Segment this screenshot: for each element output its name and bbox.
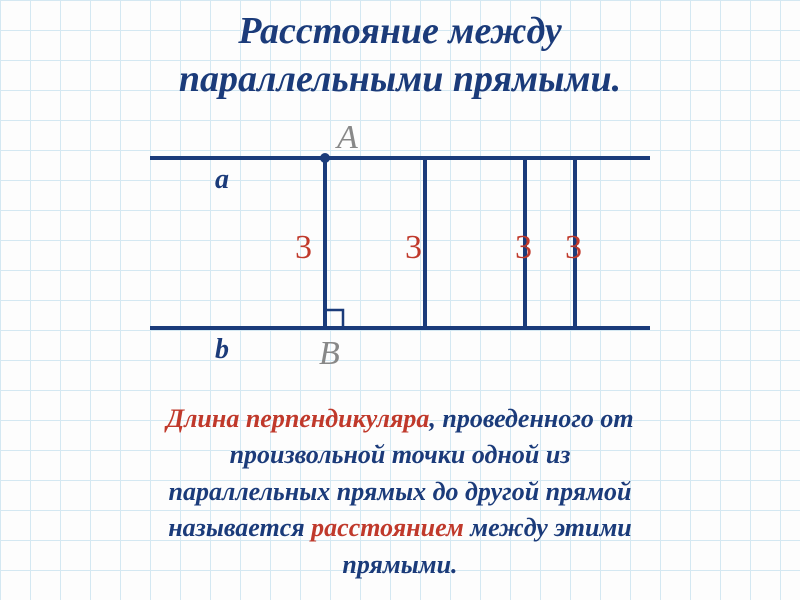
slide-title: Расстояние между параллельными прямыми. <box>0 0 800 103</box>
slide-content: Расстояние между параллельными прямыми. … <box>0 0 800 600</box>
title-line-2: параллельными прямыми. <box>179 58 621 100</box>
label-point-b: B <box>319 335 340 372</box>
distance-value-2: 3 <box>405 229 422 266</box>
label-line-b: b <box>215 334 229 365</box>
definition-line-4: называется расстоянием между этими <box>30 510 770 546</box>
definition-line-2: произвольной точки одной из <box>30 437 770 473</box>
definition-line-5: прямыми. <box>30 547 770 583</box>
term-distance: расстоянием <box>311 513 464 542</box>
definition-text: Длина перпендикуляра, проведенного от пр… <box>0 393 800 593</box>
point-a-dot <box>320 153 330 163</box>
right-angle-marker <box>325 310 343 328</box>
definition-part1: , проведенного от <box>429 404 633 433</box>
distance-value-4: 3 <box>565 229 582 266</box>
definition-line-3: параллельных прямых до другой прямой <box>30 474 770 510</box>
definition-line-1: Длина перпендикуляра, проведенного от <box>30 401 770 437</box>
parallel-lines-diagram: ABab3333 <box>120 103 680 393</box>
label-point-a: A <box>335 119 358 156</box>
distance-value-1: 3 <box>295 229 312 266</box>
title-line-1: Расстояние между <box>238 10 562 52</box>
label-line-a: a <box>215 164 229 195</box>
definition-part4a: называется <box>168 513 311 542</box>
distance-value-3: 3 <box>515 229 532 266</box>
definition-part4b: между этими <box>464 513 632 542</box>
term-perpendicular: Длина перпендикуляра <box>166 404 429 433</box>
